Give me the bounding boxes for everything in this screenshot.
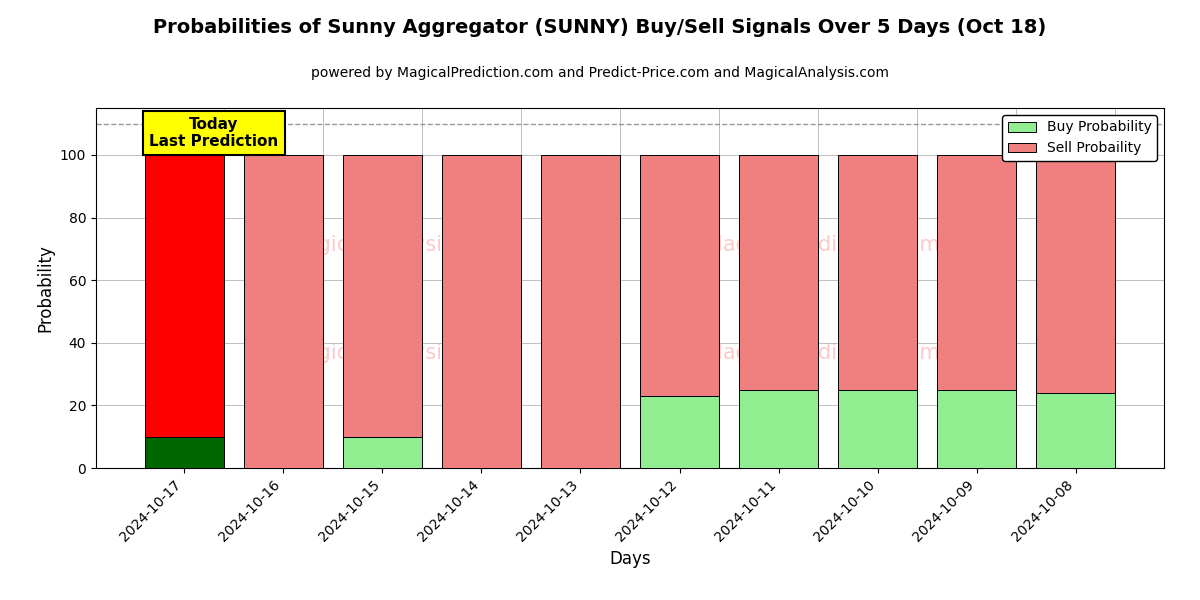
Bar <box>144 155 224 437</box>
Text: MagicalAnalysis.com: MagicalAnalysis.com <box>287 235 504 255</box>
Bar <box>1036 393 1116 468</box>
Text: MagicalAnalysis.com: MagicalAnalysis.com <box>287 343 504 363</box>
X-axis label: Days: Days <box>610 550 650 568</box>
Bar <box>739 155 818 390</box>
Bar <box>640 396 719 468</box>
Legend: Buy Probability, Sell Probaility: Buy Probability, Sell Probaility <box>1002 115 1157 161</box>
Bar <box>937 155 1016 390</box>
Text: Today
Last Prediction: Today Last Prediction <box>149 117 278 149</box>
Bar <box>144 437 224 468</box>
Y-axis label: Probability: Probability <box>36 244 54 332</box>
Bar <box>244 155 323 468</box>
Text: MagicalPrediction.com: MagicalPrediction.com <box>704 343 940 363</box>
Bar <box>343 155 422 437</box>
Text: Probabilities of Sunny Aggregator (SUNNY) Buy/Sell Signals Over 5 Days (Oct 18): Probabilities of Sunny Aggregator (SUNNY… <box>154 18 1046 37</box>
Bar <box>838 390 917 468</box>
Bar <box>541 155 620 468</box>
Bar <box>838 155 917 390</box>
Bar <box>937 390 1016 468</box>
Bar <box>739 390 818 468</box>
Bar <box>1036 155 1116 393</box>
Bar <box>343 437 422 468</box>
Text: powered by MagicalPrediction.com and Predict-Price.com and MagicalAnalysis.com: powered by MagicalPrediction.com and Pre… <box>311 66 889 80</box>
Bar <box>640 155 719 396</box>
Text: MagicalPrediction.com: MagicalPrediction.com <box>704 235 940 255</box>
Bar <box>442 155 521 468</box>
